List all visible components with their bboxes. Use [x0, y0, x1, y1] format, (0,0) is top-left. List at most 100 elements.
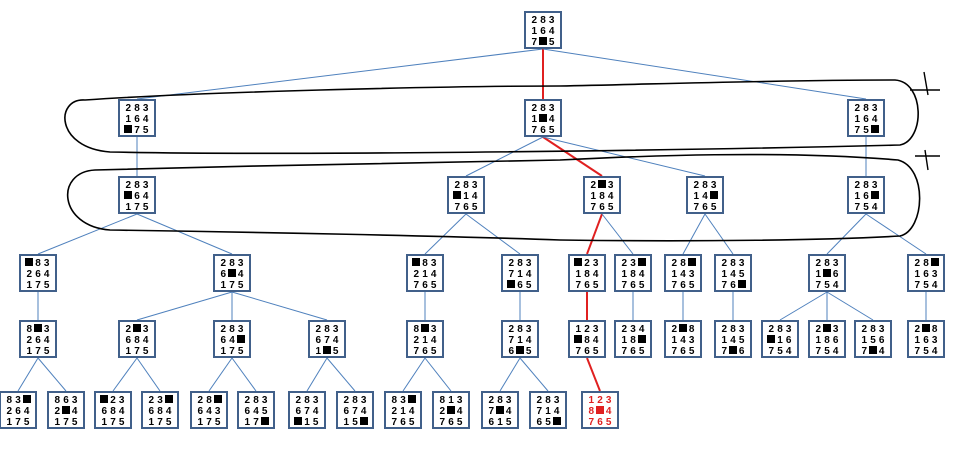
- tile-number: 4: [43, 335, 50, 346]
- tile-number: 3: [360, 395, 367, 406]
- blank-square-icon: [495, 406, 504, 415]
- tile-number: 5: [638, 346, 645, 357]
- edge-n4b-n5c: [112, 357, 138, 392]
- tile-number: 7: [621, 346, 628, 357]
- blank-tile: [227, 269, 237, 280]
- tile-number: 1: [125, 346, 132, 357]
- tile-number: 2: [914, 324, 921, 335]
- blank-tile: [25, 258, 34, 269]
- tile-number: 4: [142, 335, 149, 346]
- tile-number: 2: [295, 395, 302, 406]
- tile-number: 8: [680, 258, 686, 269]
- tile-number: 8: [824, 335, 830, 346]
- tile-number: 4: [548, 26, 555, 37]
- edge-n2b-n3d: [465, 213, 521, 255]
- blank-square-icon: [868, 346, 877, 355]
- tile-number: 6: [785, 335, 792, 346]
- tile-number: 2: [584, 258, 590, 269]
- tile-number: 7: [854, 125, 861, 136]
- edge-n1b-n2c: [542, 136, 603, 177]
- tile-number: 5: [738, 335, 745, 346]
- blank-square-icon: [132, 324, 141, 333]
- blank-tile: [574, 335, 583, 346]
- tile-number: 7: [63, 417, 69, 428]
- tile-number: 2: [6, 406, 13, 417]
- tile-number: 1: [422, 335, 428, 346]
- tile-number: 3: [553, 395, 560, 406]
- tile-number: 8: [931, 324, 938, 335]
- tile-number: 6: [15, 406, 21, 417]
- edge-n3i-n4k: [779, 291, 828, 321]
- tile-number: 7: [815, 280, 822, 291]
- tile-number: 5: [592, 280, 599, 291]
- edge-n4a-n5b: [37, 357, 67, 392]
- tile-number: 7: [768, 346, 775, 357]
- tile-number: 2: [125, 103, 132, 114]
- tile-number: 1: [517, 335, 523, 346]
- tile-number: 4: [548, 114, 555, 125]
- tile-number: 5: [863, 202, 869, 213]
- tile-number: 6: [863, 191, 869, 202]
- blank-square-icon: [227, 269, 236, 278]
- tile-number: 4: [253, 406, 259, 417]
- edge-n2d-n3h: [704, 213, 734, 255]
- edge-n2a-n3a: [37, 213, 138, 255]
- tile-number: 5: [118, 417, 125, 428]
- tile-number: 6: [680, 280, 686, 291]
- blank-square-icon: [552, 417, 561, 426]
- tile-number: 4: [592, 269, 599, 280]
- tile-number: 5: [738, 269, 745, 280]
- blank-tile: [420, 324, 430, 335]
- tile-number: 4: [43, 269, 50, 280]
- tile-number: 2: [220, 258, 227, 269]
- blank-tile: [678, 324, 688, 335]
- tile-number: 2: [220, 324, 227, 335]
- tile-number: 5: [863, 125, 869, 136]
- tile-number: 2: [815, 258, 822, 269]
- tile-number: 2: [244, 395, 251, 406]
- tile-number: 2: [26, 269, 33, 280]
- tile-number: 8: [923, 258, 929, 269]
- tile-number: 7: [531, 125, 538, 136]
- tile-number: 4: [525, 335, 532, 346]
- tile-number: 7: [110, 417, 116, 428]
- level-outline-layer: [64, 71, 940, 242]
- tile-number: 3: [630, 324, 636, 335]
- tile-number: 7: [914, 346, 921, 357]
- blank-square-icon: [322, 346, 331, 355]
- tile-number: 6: [832, 335, 839, 346]
- tile-number: 4: [525, 269, 532, 280]
- tile-number: 2: [454, 180, 461, 191]
- edge-n4d-n5g: [306, 357, 328, 392]
- tile-number: 7: [671, 346, 678, 357]
- tile-number: 4: [680, 269, 686, 280]
- blank-tile: [687, 258, 696, 269]
- tile-number: 6: [422, 280, 428, 291]
- tile-number: 4: [142, 114, 149, 125]
- blank-square-icon: [124, 191, 133, 200]
- tile-number: 7: [134, 125, 140, 136]
- blank-tile: [709, 191, 718, 202]
- tile-number: 7: [454, 202, 461, 213]
- tile-number: 1: [304, 417, 310, 428]
